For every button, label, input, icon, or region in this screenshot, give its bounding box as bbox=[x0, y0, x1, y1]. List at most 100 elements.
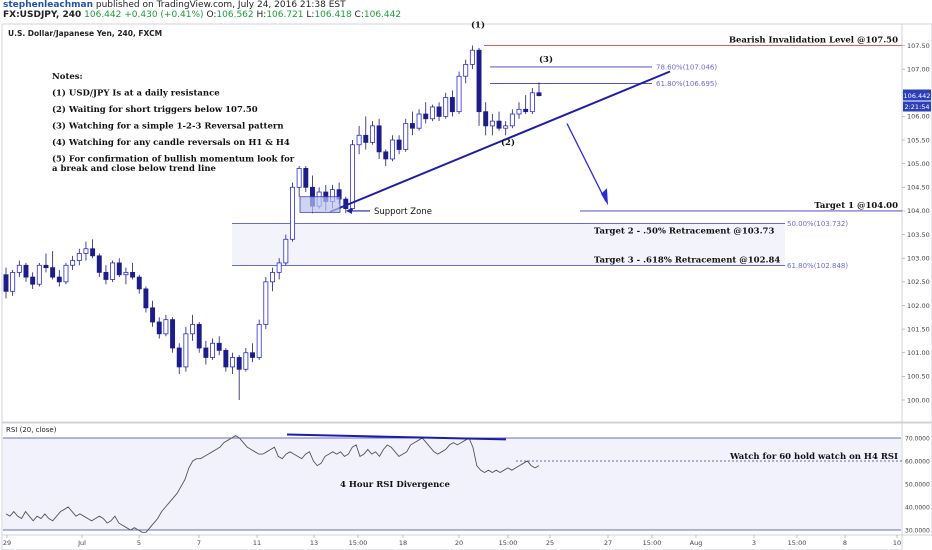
candle bbox=[290, 182, 295, 242]
time-tick-label: 20 bbox=[455, 539, 463, 547]
candle bbox=[76, 248, 82, 266]
candle-body bbox=[303, 167, 309, 188]
candle bbox=[423, 102, 429, 124]
candle bbox=[36, 262, 42, 287]
price-tick-label: 102.50 bbox=[907, 278, 930, 286]
candle bbox=[103, 265, 109, 285]
fib-50-label: 50.00%(103.732) bbox=[787, 220, 848, 228]
candle bbox=[263, 277, 269, 330]
price-axis[interactable] bbox=[901, 23, 932, 423]
rsi-axis[interactable] bbox=[901, 422, 932, 536]
wave-label-1: (1) bbox=[471, 20, 485, 31]
candle bbox=[190, 314, 196, 341]
support-zone-box bbox=[299, 196, 341, 213]
support-zone-label: Support Zone bbox=[374, 207, 432, 217]
candle-body bbox=[503, 125, 509, 129]
time-axis[interactable] bbox=[1, 534, 903, 550]
candle bbox=[476, 47, 482, 126]
time-tick-label: 15:00 bbox=[499, 539, 518, 547]
note-line: (1) USD/JPY Is at a daily resistance bbox=[52, 88, 220, 99]
high-label: H: bbox=[256, 10, 267, 20]
candle-body bbox=[449, 97, 455, 113]
candle-body bbox=[536, 92, 542, 97]
candle bbox=[250, 343, 255, 363]
candle bbox=[90, 239, 96, 259]
candle bbox=[409, 111, 415, 136]
candle bbox=[483, 102, 489, 136]
time-tick-label: 11 bbox=[253, 539, 261, 547]
candle-body bbox=[263, 281, 269, 325]
candle-body bbox=[163, 319, 169, 335]
candle-body bbox=[196, 323, 202, 349]
wave-label-3: (3) bbox=[539, 54, 553, 65]
candle bbox=[116, 258, 122, 278]
candle-body bbox=[30, 276, 36, 285]
candle-body bbox=[16, 264, 22, 273]
price-tick-label: 103.00 bbox=[907, 255, 930, 263]
fib-618-lower-label: 61.80%(102.848) bbox=[787, 262, 848, 270]
wave-label-2: (2) bbox=[501, 137, 515, 148]
candle-body bbox=[36, 264, 42, 285]
candle-body bbox=[223, 349, 229, 368]
candle-body bbox=[230, 357, 235, 368]
candle bbox=[243, 348, 249, 372]
candle bbox=[256, 319, 262, 360]
rsi-tick-label: 40.0000 bbox=[905, 504, 930, 511]
candle-body bbox=[489, 120, 495, 127]
candle-body bbox=[110, 262, 116, 280]
retracement-zone bbox=[232, 223, 785, 266]
candle bbox=[216, 336, 222, 356]
candle-body bbox=[190, 323, 196, 335]
countdown-badge bbox=[903, 101, 931, 112]
candle-body bbox=[529, 92, 535, 113]
candle-body bbox=[116, 262, 122, 276]
candle-body bbox=[50, 267, 56, 278]
candle-body bbox=[70, 260, 76, 266]
price-tick-label: 100.50 bbox=[907, 373, 930, 381]
candle-body bbox=[276, 262, 282, 273]
time-tick-label: 29 bbox=[3, 539, 11, 547]
candle-body bbox=[176, 347, 182, 368]
time-tick-label: 15:00 bbox=[788, 539, 807, 547]
rsi-title: RSI (20, close) bbox=[6, 426, 57, 434]
candle bbox=[383, 149, 389, 167]
candle bbox=[503, 121, 509, 136]
rsi-divergence-label: 4 Hour RSI Divergence bbox=[340, 480, 450, 490]
author-link[interactable]: stephenleachman bbox=[3, 0, 93, 10]
candle-body bbox=[250, 352, 255, 358]
candle-body bbox=[283, 238, 289, 264]
candle-body bbox=[3, 274, 9, 292]
candle bbox=[56, 270, 62, 287]
symbol-label[interactable]: FX:USDJPY, 240 bbox=[3, 10, 82, 20]
candle bbox=[349, 140, 355, 211]
candle-body bbox=[496, 120, 502, 129]
candle-body bbox=[43, 264, 49, 269]
candle bbox=[303, 166, 309, 193]
candle-body bbox=[103, 271, 109, 280]
countdown-badge-text: 2:21:54 bbox=[904, 103, 929, 111]
price-tick-label: 105.50 bbox=[907, 136, 930, 144]
time-tick-label: Jul bbox=[77, 539, 86, 547]
candle bbox=[529, 88, 535, 115]
candle bbox=[376, 118, 382, 159]
candle-body bbox=[83, 248, 89, 254]
target-3-label: Target 3 - .618% Retracement @102.84 bbox=[594, 255, 780, 265]
last-price-badge-text: 106.442 bbox=[904, 92, 931, 100]
candle-body bbox=[483, 111, 489, 127]
candle-body bbox=[63, 264, 69, 283]
candle bbox=[176, 343, 182, 375]
close-label: C: bbox=[354, 10, 364, 20]
candle bbox=[203, 340, 209, 365]
candle-body bbox=[443, 97, 449, 117]
chart-title: U.S. Dollar/Japanese Yen, 240, FXCM bbox=[8, 29, 162, 38]
candle-body bbox=[403, 123, 409, 150]
time-tick-label: 15:00 bbox=[643, 539, 662, 547]
candle bbox=[396, 135, 402, 155]
note-line: Notes: bbox=[52, 72, 83, 82]
candle-body bbox=[130, 271, 136, 278]
trend-line bbox=[329, 70, 671, 213]
last-price-badge bbox=[903, 89, 931, 101]
candle-body bbox=[23, 264, 29, 278]
candle bbox=[170, 317, 176, 353]
